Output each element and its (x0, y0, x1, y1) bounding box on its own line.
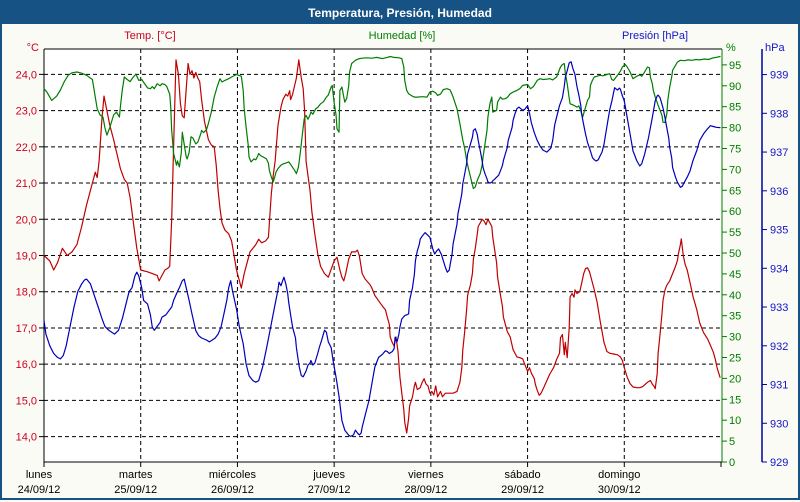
svg-text:15: 15 (729, 394, 741, 406)
svg-text:936: 936 (770, 186, 788, 198)
day-name: sábado (505, 469, 541, 481)
svg-text:75: 75 (729, 143, 741, 155)
day-date: 24/09/12 (18, 484, 61, 496)
svg-text:934: 934 (770, 263, 788, 275)
svg-text:60: 60 (729, 206, 741, 218)
svg-text:14,0: 14,0 (16, 432, 37, 444)
svg-text:935: 935 (770, 225, 788, 237)
pressure-axis: 939 938 937 936 935 934 933 932 931 930 929 hPa (761, 42, 788, 469)
weather-chart: 24,0 23,0 22,0 21,0 20,0 19,0 18,0 17,0 16,0 15,0… (16, 42, 789, 496)
svg-text:16,0: 16,0 (16, 359, 37, 371)
svg-text:%: % (726, 42, 736, 54)
temp-axis: 24,0 23,0 22,0 21,0 20,0 19,0 18,0 17,0 16,0 15,0… (16, 42, 44, 444)
series-temp (43, 59, 721, 434)
day-name: miércoles (209, 469, 257, 481)
svg-text:929: 929 (770, 457, 788, 469)
svg-text:938: 938 (770, 108, 788, 120)
svg-text:°C: °C (27, 42, 39, 54)
day-date: 27/09/12 (308, 484, 351, 496)
svg-text:21,0: 21,0 (16, 178, 37, 190)
svg-text:20,0: 20,0 (16, 214, 37, 226)
day-axis: lunes 24/09/12 martes 25/09/12 miércoles 26/0… (18, 462, 722, 496)
svg-text:15,0: 15,0 (16, 395, 37, 407)
day-name: viernes (408, 469, 444, 481)
svg-text:20: 20 (729, 373, 741, 385)
svg-text:70: 70 (729, 164, 741, 176)
series-pressure (43, 61, 721, 437)
svg-text:25: 25 (729, 352, 741, 364)
svg-text:17,0: 17,0 (16, 323, 37, 335)
svg-text:40: 40 (729, 290, 741, 302)
series-pressure (43, 61, 721, 437)
svg-text:933: 933 (770, 302, 788, 314)
svg-text:90: 90 (729, 81, 741, 93)
series-humidity (43, 55, 721, 190)
svg-text:930: 930 (770, 418, 788, 430)
series-temp (43, 59, 721, 434)
svg-text:65: 65 (729, 185, 741, 197)
day-name: martes (119, 469, 153, 481)
day-name: domingo (598, 469, 640, 481)
svg-text:932: 932 (770, 341, 788, 353)
svg-text:95: 95 (729, 60, 741, 72)
day-date: 30/09/12 (598, 484, 641, 496)
svg-text:30: 30 (729, 332, 741, 344)
day-date: 29/09/12 (501, 484, 544, 496)
day-date: 28/09/12 (404, 484, 447, 496)
svg-text:10: 10 (729, 415, 741, 427)
svg-text:45: 45 (729, 269, 741, 281)
day-name: lunes (26, 469, 53, 481)
day-date: 25/09/12 (114, 484, 157, 496)
day-name: jueves (312, 469, 345, 481)
svg-text:5: 5 (729, 436, 735, 448)
legend-humidity: Humedad [%] (368, 30, 436, 42)
svg-text:80: 80 (729, 123, 741, 135)
gridlines (44, 49, 722, 462)
svg-text:931: 931 (770, 380, 788, 392)
svg-text:19,0: 19,0 (16, 251, 37, 263)
svg-text:24,0: 24,0 (16, 69, 37, 81)
svg-text:939: 939 (770, 70, 788, 82)
svg-text:85: 85 (729, 102, 741, 114)
svg-text:22,0: 22,0 (16, 142, 37, 154)
window-title-bar: Temperatura, Presión, Humedad (2, 2, 798, 24)
day-date: 26/09/12 (211, 484, 254, 496)
legend-pressure: Presión [hPa] (621, 30, 689, 42)
svg-text:0: 0 (729, 457, 735, 469)
svg-text:18,0: 18,0 (16, 287, 37, 299)
window-title: Temperatura, Presión, Humedad (308, 6, 492, 20)
svg-text:35: 35 (729, 311, 741, 323)
svg-text:55: 55 (729, 227, 741, 239)
legend-temperature: Temp. [°C] (124, 30, 176, 42)
svg-text:937: 937 (770, 147, 788, 159)
svg-text:23,0: 23,0 (16, 106, 37, 118)
svg-text:hPa: hPa (765, 42, 785, 54)
svg-text:50: 50 (729, 248, 741, 260)
series-humidity (43, 55, 721, 190)
